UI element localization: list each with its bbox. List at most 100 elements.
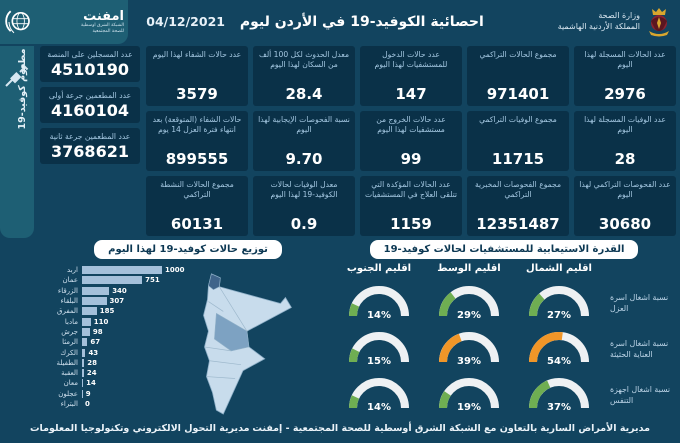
bar: [82, 369, 84, 378]
bar-value: 110: [93, 317, 109, 326]
emphnet-text: امفنت الشبكة الشرق اوسطية للصحة المجتمعي…: [38, 10, 124, 35]
emphnet-logo: امفنت الشبكة الشرق اوسطية للصحة المجتمعي…: [0, 0, 128, 44]
page-title: احصائية الكوفيد-19 في الأردن ليوم 04/12/…: [128, 14, 502, 30]
stat-card-value: 99: [400, 150, 422, 168]
gauge-value: 15%: [367, 356, 391, 367]
region-amman: [214, 312, 250, 352]
bar-value: 185: [99, 307, 115, 316]
stat-card-title: عدد حالات الشفاء لهذا اليوم: [152, 50, 242, 59]
gauge-r0-c1: 29%: [438, 285, 500, 321]
stat-card-13: حالات الشفاء (المتوقعة) بعد انتهاء فترة …: [146, 111, 248, 171]
cases-distribution-panel: توزيع حالات كوفيد-19 لهذا اليوم اربد 100…: [0, 240, 334, 415]
stat-card-title: نسبة الفحوصات الإيجابية لهذا اليوم: [258, 115, 350, 134]
stat-card-title: عدد الحالات المؤكدة التي تتلقى العلاج في…: [364, 180, 458, 199]
stat-card-11: معدل الوفيات لحالات الكوفيد-19 لهذا اليو…: [253, 176, 355, 236]
stat-card-value: 9.70: [285, 150, 323, 168]
stat-card-10: نسبة الفحوصات الإيجابية لهذا اليوم 9.70: [253, 111, 355, 171]
bar-label: العقبة: [61, 369, 78, 378]
bar-row: المفرق 185: [42, 306, 334, 316]
bar: [82, 338, 88, 347]
stat-card-title: عدد حالات الخروج من مستشفيات لهذا اليوم: [376, 115, 446, 134]
gauge-column-header-2: اقليم الجنوب: [346, 263, 412, 274]
globe-icon: [5, 10, 30, 34]
stat-card-6: عدد حالات الدخول للمستشفيات لهذا اليوم 1…: [360, 46, 462, 106]
bar-row: العقبة 24: [42, 368, 334, 378]
bar-label: عمان: [62, 276, 79, 285]
jordan-coat-of-arms-logo: [649, 8, 669, 37]
bar-row: الكرك 43: [42, 347, 334, 357]
bar-row: الزرقاء 340: [42, 286, 334, 296]
bar-value: 9: [85, 389, 91, 398]
vaccination-card-1: عدد المطعمين جرعة أولى 4160104: [40, 86, 140, 123]
bar-value: 67: [90, 338, 101, 347]
stat-card-value: 4160104: [51, 100, 129, 120]
bar: [82, 297, 107, 306]
stat-card-value: 60131: [170, 215, 224, 233]
bar: [82, 358, 85, 367]
footer-it-directorate: مديرية التحول الالكتروني وتكنولوجيا المع…: [30, 422, 250, 434]
stat-card-title: مجموع الفحوصات المخبرية التراكمي: [474, 180, 562, 199]
gauge-row-label-2: نسبة اشغال اجهزة التنفس: [610, 385, 671, 405]
bar-label: الطفيلة: [56, 358, 78, 367]
bar-label: معان: [63, 379, 78, 388]
gauge-r0-c2: 14%: [348, 285, 410, 321]
bar-label: الرمثا: [62, 338, 78, 347]
gauge-r1-c0: 54%: [528, 331, 590, 367]
gauge-grid: اقليم الشمال اقليم الوسط اقليم الجنوب نسبة …: [334, 263, 674, 419]
stat-card-value: 147: [395, 85, 427, 103]
gauge-r1-c1: 39%: [438, 331, 500, 367]
stat-card-value: 3579: [176, 85, 218, 103]
gauge-value: 37%: [547, 402, 571, 413]
stat-card-1: عدد الوفيات المسجلة لهذا اليوم 28: [574, 111, 676, 171]
governorate-bar-chart: اربد 1000 عمان 751 الزرقاء 340 البلقاء 3…: [42, 265, 334, 409]
stat-card-title: عدد الفحوصات التراكمي لهذا اليوم: [579, 180, 671, 199]
syringe-icon: [5, 63, 29, 87]
region-irbid: [208, 273, 221, 291]
bar-row: معان 14: [42, 378, 334, 388]
bar-row: البتراء 0: [42, 399, 334, 409]
bar: [82, 276, 143, 285]
gauge-r2-c1: 19%: [438, 377, 500, 413]
stat-card-title: عدد المطعمين جرعة أولى: [48, 90, 132, 100]
footer: مديرية الأمراض السارية بالتعاون مع الشبك…: [0, 417, 680, 439]
bar-row: البلقاء 307: [42, 296, 334, 306]
hospital-capacity-title: القدرة الاستيعابية للمستشفيات لحالات كوف…: [369, 240, 639, 259]
gauge-value: 19%: [457, 402, 481, 413]
stat-card-title: مجموع الحالات التراكمي: [479, 50, 557, 59]
footer-communicable-diseases: مديرية الأمراض السارية: [540, 422, 650, 434]
bar-row: الطفيلة 28: [42, 358, 334, 368]
bar: [82, 327, 90, 336]
footer-emphnet-cooperation: بالتعاون مع الشبكة الشرق أوسطية للصحة ال…: [252, 422, 538, 434]
cases-distribution-title: توزيع حالات كوفيد-19 لهذا اليوم: [94, 240, 282, 259]
bar-value: 14: [86, 379, 96, 388]
bar-label: البتراء: [60, 400, 78, 408]
bar-row: الرمثا 67: [42, 337, 334, 347]
emphnet-subtitle-2: للصحة المجتمعية: [92, 28, 124, 34]
stat-card-value: 0.9: [290, 215, 318, 233]
gauge-value: 27%: [547, 310, 571, 321]
hospital-capacity-panel: القدرة الاستيعابية للمستشفيات لحالات كوف…: [334, 240, 680, 415]
gauge-r0-c0: 27%: [528, 285, 590, 321]
emphnet-name: امفنت: [83, 8, 124, 24]
gauge-r2-c2: 14%: [348, 377, 410, 413]
ministry-line2: المملكة الأردنية الهاشمية: [557, 22, 640, 31]
bar-value: 98: [92, 327, 103, 336]
ministry-brand: وزارة الصحة المملكة الأردنية الهاشمية: [502, 7, 672, 37]
gauge-column-header-0: اقليم الشمال: [526, 263, 592, 274]
stats-grid: عدد الحالات المسجلة لهذا اليوم 2976 عدد …: [146, 46, 676, 236]
stat-card-value: 11715: [491, 150, 545, 168]
bar-value: 307: [109, 297, 125, 306]
vaccination-card-2: عدد المطعمين جرعة ثانية 3768621: [40, 127, 140, 164]
gauge-value: 29%: [457, 310, 481, 321]
stats-section: مطعوم كوفيد-19 عدد المسجلين على المنصة 4…: [0, 46, 676, 238]
report-date: 04/12/2021: [146, 14, 225, 29]
gauge-value: 14%: [367, 310, 391, 321]
bar-row: عمان 751: [42, 275, 334, 285]
stat-card-0: عدد الحالات المسجلة لهذا اليوم 2976: [574, 46, 676, 106]
bar: [82, 379, 84, 388]
bar: [82, 348, 86, 357]
stat-card-3: مجموع الحالات التراكمي 971401: [467, 46, 569, 106]
stat-card-value: 971401: [486, 85, 550, 103]
emphnet-subtitle-1: الشبكة الشرق اوسطية: [80, 22, 124, 28]
bar-row: جرش 98: [42, 327, 334, 337]
